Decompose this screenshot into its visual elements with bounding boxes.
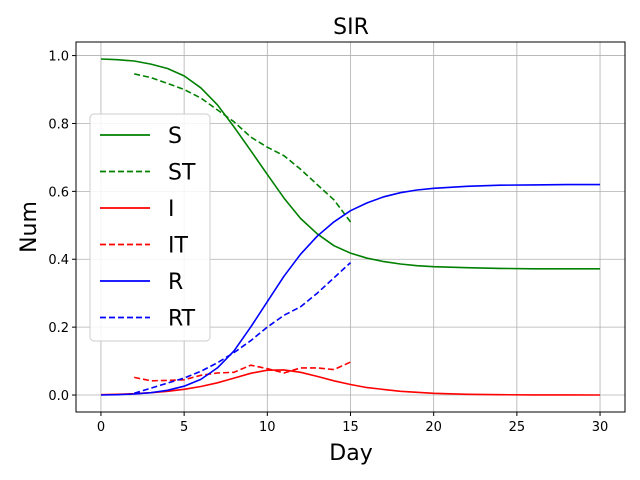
- legend: S ST I IT R RT: [89, 113, 211, 342]
- legend-label-i: I: [168, 197, 175, 222]
- x-tick-label: 0: [97, 420, 105, 435]
- x-axis-label: Day: [329, 441, 372, 466]
- legend-label-r: R: [168, 270, 183, 295]
- y-tick-label: 0.0: [48, 389, 69, 404]
- series-line-rt: [133, 262, 352, 395]
- series-line-r: [100, 183, 600, 396]
- y-tick-label: 0.2: [48, 321, 69, 336]
- x-tick-label: 30: [592, 420, 609, 435]
- series-lines: [100, 58, 601, 396]
- series-line-i: [100, 369, 601, 396]
- x-tick-label: 15: [342, 420, 359, 435]
- series-line-s: [100, 58, 600, 270]
- y-tick-label: 0.4: [48, 253, 69, 268]
- axis-ticks: 0 5 10 15 20 25 30 0.0 0.2 0.4 0.6 0.8 1.0: [48, 50, 608, 435]
- x-tick-label: 10: [259, 420, 276, 435]
- x-tick-label: 5: [180, 420, 188, 435]
- legend-label-st: ST: [168, 161, 196, 186]
- legend-label-it: IT: [168, 234, 188, 259]
- y-tick-label: 0.6: [48, 185, 69, 200]
- x-tick-label: 20: [425, 420, 442, 435]
- series-line-it: [134, 361, 351, 382]
- y-axis-label: Num: [17, 201, 42, 253]
- chart-title: SIR: [333, 15, 369, 40]
- y-tick-label: 0.8: [48, 117, 69, 132]
- legend-label-rt: RT: [168, 307, 196, 332]
- y-tick-label: 1.0: [48, 50, 69, 65]
- legend-label-s: S: [168, 124, 182, 149]
- x-tick-label: 25: [509, 420, 526, 435]
- series-line-st: [134, 73, 352, 223]
